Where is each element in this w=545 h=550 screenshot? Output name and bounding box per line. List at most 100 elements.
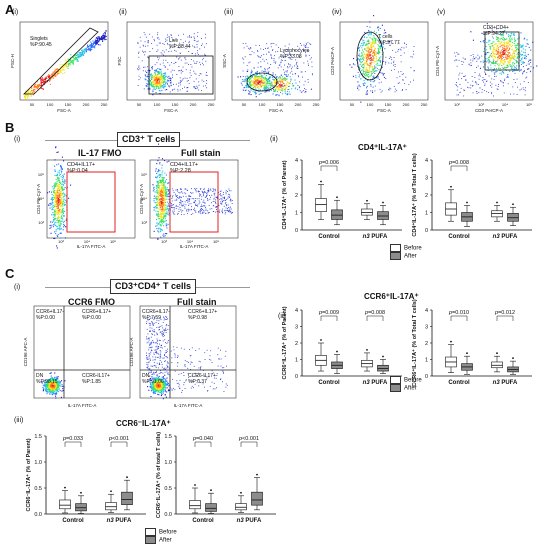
event-dot <box>72 62 74 64</box>
event-dot <box>68 65 70 67</box>
event-dot <box>201 190 203 192</box>
event-dot <box>512 54 514 56</box>
gate <box>169 171 219 233</box>
event-dot <box>160 215 162 217</box>
event-dot <box>161 195 163 197</box>
event-dot <box>152 84 154 86</box>
event-dot <box>59 203 61 205</box>
event-dot <box>505 32 507 34</box>
event-dot <box>367 56 369 58</box>
event-dot <box>228 209 230 211</box>
event-dot <box>251 76 253 78</box>
event-dot <box>247 87 249 89</box>
event-dot <box>514 72 516 74</box>
event-dot <box>181 201 183 203</box>
event-dot <box>157 171 159 173</box>
event-dot <box>62 180 64 182</box>
event-dot <box>61 70 63 72</box>
event-dot <box>500 34 502 36</box>
event-dot <box>165 85 167 87</box>
event-dot <box>167 79 169 81</box>
event-dot <box>162 206 164 208</box>
event-dot <box>362 54 364 56</box>
event-dot <box>488 44 490 46</box>
tick-label: 10⁵ <box>110 239 116 244</box>
event-dot <box>516 94 518 95</box>
event-dot <box>482 60 484 62</box>
event-dot <box>378 51 380 53</box>
event-dot <box>94 42 96 44</box>
event-dot <box>459 91 461 93</box>
event-dot <box>496 48 498 50</box>
axis-label: FSC-A <box>164 108 178 113</box>
event-dot <box>478 78 480 80</box>
gate-label: Lymphocytes <box>280 48 310 54</box>
event-dot <box>206 195 207 197</box>
event-dot <box>377 52 379 54</box>
event-dot <box>158 174 160 176</box>
event-dot <box>385 42 387 44</box>
event-dot <box>370 63 372 65</box>
event-dot <box>28 96 30 98</box>
event-dot <box>504 58 506 60</box>
event-dot <box>513 68 515 70</box>
event-dot <box>276 83 278 85</box>
event-dot <box>283 85 285 87</box>
event-dot <box>256 79 258 81</box>
event-dot <box>201 204 202 206</box>
event-dot <box>273 85 275 87</box>
event-dot <box>170 78 172 80</box>
event-dot <box>40 81 42 83</box>
event-dot <box>394 66 396 67</box>
event-dot <box>92 44 94 46</box>
tick-label: 10⁴ <box>187 239 193 244</box>
event-dot <box>93 45 95 47</box>
event-dot <box>181 191 183 193</box>
event-dot <box>285 70 287 72</box>
tick-label: 100 <box>154 102 161 107</box>
event-dot <box>160 74 162 76</box>
event-dot <box>60 210 62 212</box>
event-dot <box>365 63 367 65</box>
event-dot <box>372 66 374 68</box>
event-dot <box>165 204 167 206</box>
event-dot <box>392 49 394 51</box>
event-dot <box>400 55 402 56</box>
event-dot <box>167 76 169 78</box>
event-dot <box>514 55 516 57</box>
event-dot <box>363 74 365 76</box>
event-dot <box>526 43 528 45</box>
event-dot <box>53 216 55 218</box>
event-dot <box>67 67 69 69</box>
event-dot <box>100 38 102 40</box>
event-dot <box>367 45 369 47</box>
event-dot <box>59 169 61 171</box>
event-dot <box>158 214 160 216</box>
event-dot <box>56 151 58 153</box>
event-dot <box>374 53 376 55</box>
event-dot <box>25 90 27 92</box>
event-dot <box>380 45 382 47</box>
event-dot <box>159 84 161 86</box>
event-dot <box>87 45 89 47</box>
event-dot <box>163 190 165 192</box>
event-dot <box>158 227 160 229</box>
event-dot <box>403 52 405 54</box>
event-dot <box>277 81 279 83</box>
event-dot <box>63 193 65 195</box>
event-dot <box>160 212 162 214</box>
event-dot <box>270 46 272 48</box>
event-dot <box>376 51 378 53</box>
event-dot <box>172 74 173 76</box>
event-dot <box>529 59 531 61</box>
event-dot <box>270 54 272 56</box>
event-dot <box>479 73 481 75</box>
event-dot <box>503 62 505 64</box>
event-dot <box>158 170 160 172</box>
event-dot <box>370 54 372 56</box>
event-dot <box>506 38 508 40</box>
event-dot <box>284 73 286 75</box>
event-dot <box>156 163 158 165</box>
event-dot <box>177 197 178 198</box>
